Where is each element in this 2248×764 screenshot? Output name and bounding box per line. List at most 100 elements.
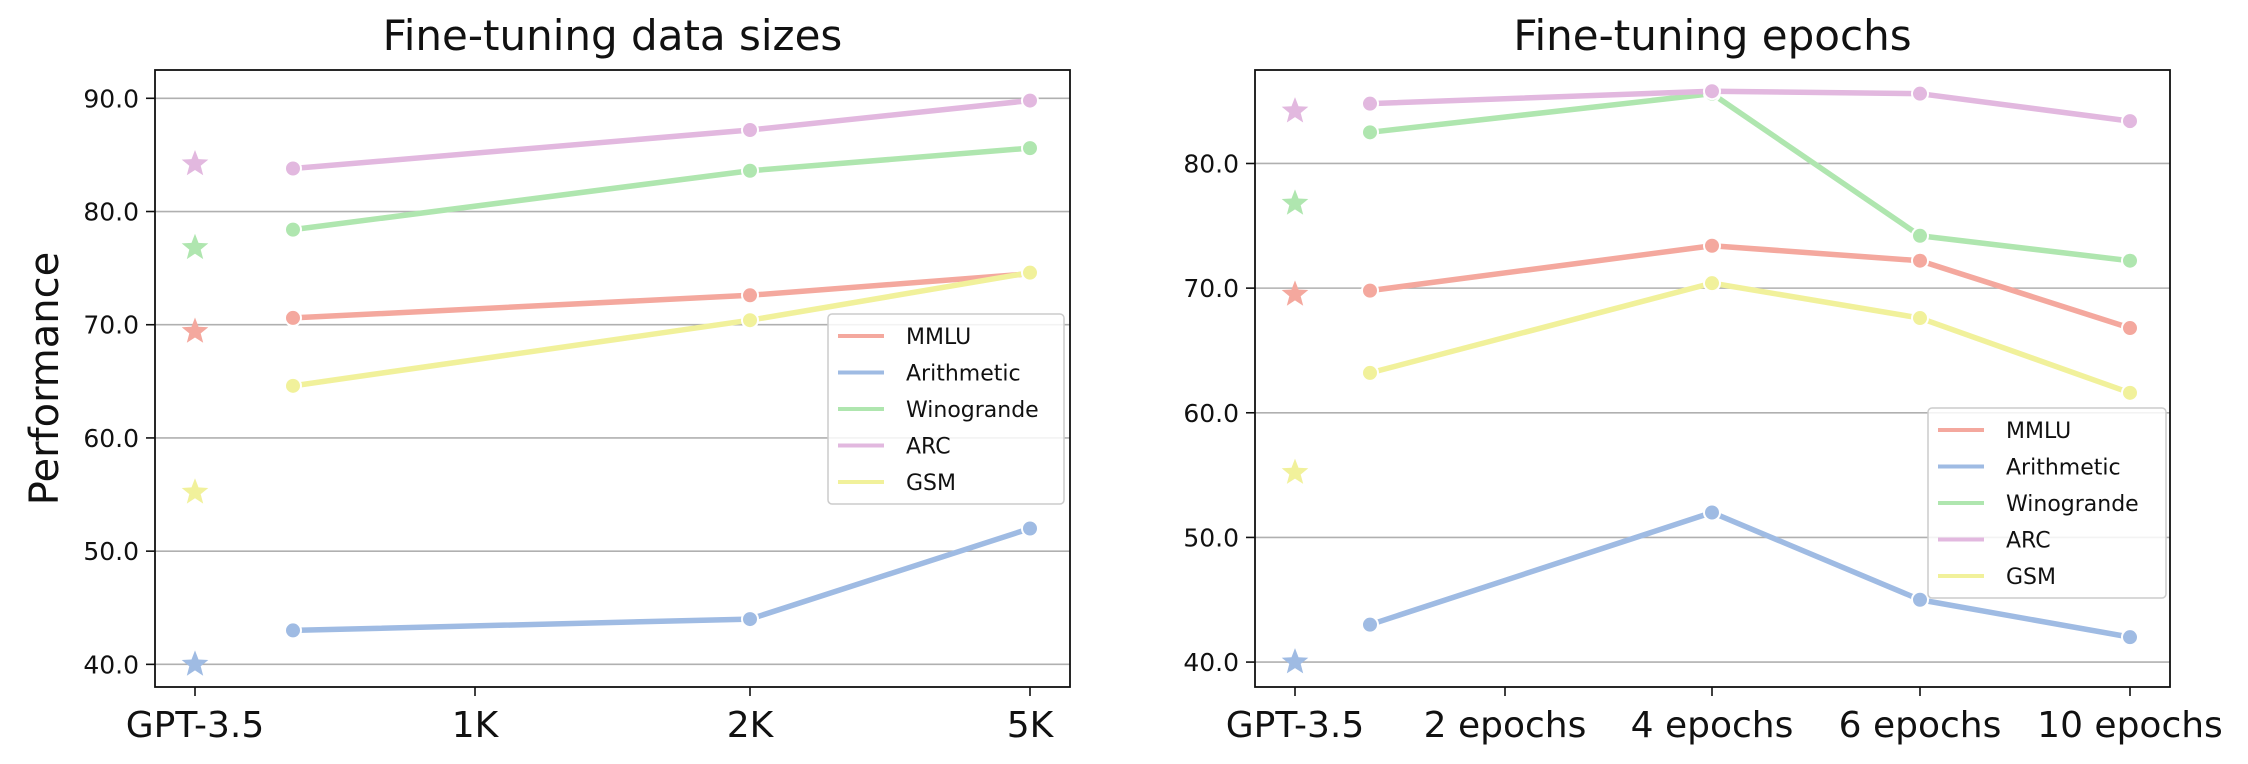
baseline-star-marker	[181, 317, 209, 343]
chart-title: Fine-tuning epochs	[1513, 11, 1911, 60]
legend-label: GSM	[2006, 565, 2056, 590]
y-tick-label: 60.0	[83, 424, 139, 453]
data-point-marker	[1703, 236, 1721, 255]
data-point-marker	[1911, 251, 1929, 270]
data-point-marker	[284, 159, 302, 178]
x-tick-label: 1K	[452, 705, 500, 746]
data-point-marker	[741, 286, 759, 305]
baseline-star-marker	[1281, 280, 1309, 306]
data-point-marker	[1703, 274, 1721, 293]
series-line	[1367, 88, 2133, 124]
data-point-marker	[1021, 139, 1039, 158]
data-point-marker	[741, 311, 759, 330]
data-point-marker	[2121, 319, 2139, 338]
legend-label: Winogrande	[2006, 492, 2139, 517]
x-tick-label: 5K	[1007, 705, 1055, 746]
legend-label: Arithmetic	[2006, 456, 2121, 481]
baseline-star-marker	[1281, 458, 1309, 484]
legend-label: GSM	[906, 471, 956, 496]
legend-label: ARC	[906, 435, 951, 460]
y-tick-label: 90.0	[83, 84, 139, 113]
data-point-marker	[741, 121, 759, 140]
data-point-marker	[1021, 91, 1039, 110]
series-mmlu	[1281, 236, 2139, 338]
baseline-star-marker	[1281, 189, 1309, 215]
data-point-marker	[284, 376, 302, 395]
data-point-marker	[1911, 309, 1929, 328]
series-arithmetic	[181, 519, 1039, 676]
baseline-star-marker	[181, 150, 209, 176]
series-line	[290, 271, 1033, 321]
y-tick-label: 50.0	[1183, 523, 1239, 552]
legend-label: ARC	[2006, 529, 2051, 554]
data-point-marker	[1361, 363, 1379, 382]
data-point-marker	[1361, 94, 1379, 113]
series-line	[1367, 509, 2133, 640]
baseline-star-marker	[181, 478, 209, 504]
data-point-marker	[1361, 123, 1379, 142]
series-line	[1367, 280, 2133, 396]
data-point-marker	[741, 161, 759, 180]
data-point-marker	[284, 621, 302, 640]
baseline-star-marker	[1281, 97, 1309, 123]
y-tick-label: 50.0	[83, 537, 139, 566]
chart-title: Fine-tuning data sizes	[383, 11, 843, 60]
data-point-marker	[2121, 628, 2139, 647]
y-axis-label: Performance	[22, 252, 68, 505]
baseline-star-marker	[1281, 648, 1309, 674]
data-point-marker	[284, 220, 302, 239]
legend-label: MMLU	[2006, 419, 2071, 444]
data-point-marker	[2121, 112, 2139, 131]
baseline-star-marker	[181, 650, 209, 676]
series-gsm	[181, 263, 1039, 504]
data-point-marker	[1703, 82, 1721, 101]
x-tick-label: GPT-3.5	[1226, 705, 1365, 746]
data-point-marker	[1361, 615, 1379, 634]
legend: MMLU Arithmetic Winogrande ARC GSM	[1927, 407, 2167, 599]
data-point-marker	[1911, 226, 1929, 245]
data-point-marker	[1361, 281, 1379, 300]
chart-panel-1: 40.0 50.0 60.0 70.0 80.0 90.0 GPT-3.5 1K 2K 5K Fin…	[22, 11, 1071, 746]
series-arithmetic	[1281, 503, 2139, 674]
y-tick-label: 80.0	[83, 198, 139, 227]
legend: MMLU Arithmetic Winogrande ARC GSM	[827, 313, 1065, 505]
data-point-marker	[1911, 84, 1929, 103]
x-tick-label: 6 epochs	[1839, 705, 2002, 746]
data-point-marker	[1703, 503, 1721, 522]
data-point-marker	[1021, 519, 1039, 538]
x-tick-label: 4 epochs	[1631, 705, 1794, 746]
series-line	[290, 525, 1033, 634]
data-point-marker	[741, 610, 759, 629]
series-gsm	[1281, 274, 2139, 484]
data-point-marker	[284, 308, 302, 327]
series-arc	[181, 91, 1039, 178]
series-line	[1367, 243, 2133, 331]
y-tick-label: 40.0	[83, 650, 139, 679]
axes-frame	[1254, 69, 2171, 688]
legend-label: Arithmetic	[906, 362, 1021, 387]
data-point-marker	[2121, 383, 2139, 402]
data-point-marker	[1911, 590, 1929, 609]
axes-frame	[154, 69, 1071, 688]
x-tick-label: 2 epochs	[1424, 705, 1587, 746]
series-winogrande	[181, 139, 1039, 260]
x-tick-label: 2K	[727, 705, 775, 746]
x-tick-label: 10 epochs	[2037, 705, 2223, 746]
legend-box	[827, 313, 1065, 505]
baseline-star-marker	[181, 233, 209, 260]
legend-box	[1927, 407, 2167, 599]
legend-label: Winogrande	[906, 398, 1039, 423]
y-tick-label: 40.0	[1183, 648, 1239, 677]
y-tick-label: 80.0	[1183, 149, 1239, 178]
y-tick-label: 70.0	[1183, 274, 1239, 303]
x-tick-label: GPT-3.5	[126, 705, 265, 746]
legend-label: MMLU	[906, 325, 971, 350]
series-line	[1367, 90, 2133, 264]
series-arc	[1281, 82, 2139, 131]
chart-panel-2: 40.0 50.0 60.0 70.0 80.0 GPT-3.5 2 epochs 4 epo…	[1183, 11, 2223, 746]
y-tick-label: 70.0	[83, 311, 139, 340]
data-point-marker	[2121, 251, 2139, 270]
y-tick-label: 60.0	[1183, 399, 1239, 428]
data-point-marker	[1021, 263, 1039, 282]
